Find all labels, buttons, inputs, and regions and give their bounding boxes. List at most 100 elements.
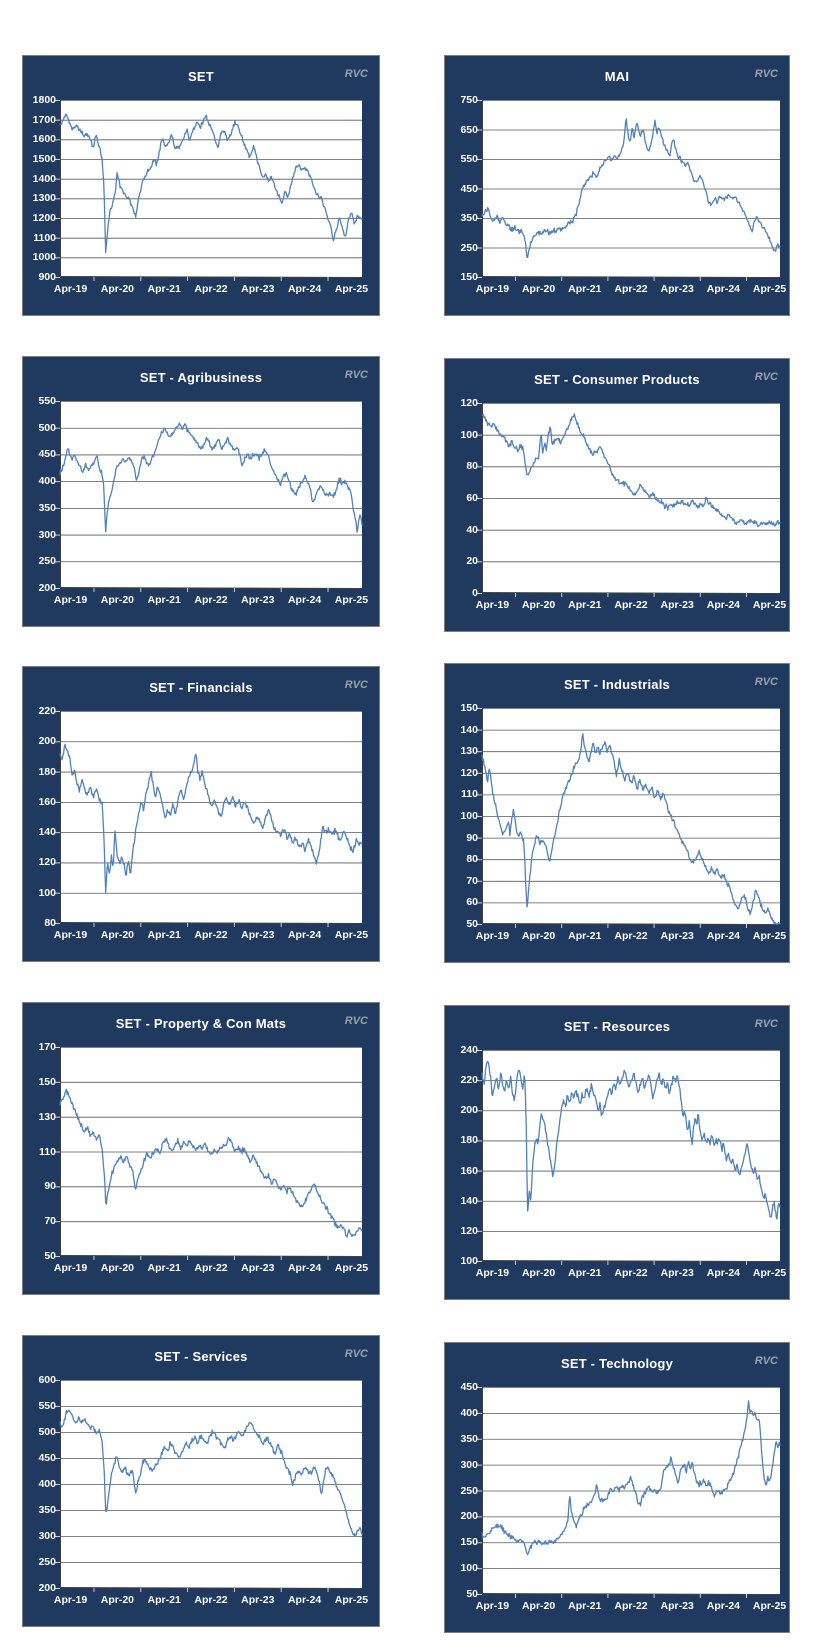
x-axis-label: Apr-23 <box>241 283 275 295</box>
chart-title: SET - Services <box>154 1349 248 1364</box>
chart-panel-consumer-products: SET - Consumer Products RVC 0 20 40 60 80 100… <box>444 358 790 632</box>
y-axis-label: 250 <box>460 1484 478 1497</box>
x-axis-label: Apr-24 <box>706 599 740 611</box>
y-axis-label: 100 <box>38 886 56 899</box>
y-axis-label: 1300 <box>32 192 56 205</box>
y-axis-label: 250 <box>38 555 56 568</box>
rvc-watermark: RVC <box>754 68 778 80</box>
y-axis-label: 180 <box>460 1134 478 1147</box>
x-axis-label: Apr-24 <box>706 1600 740 1612</box>
x-axis-label: Apr-20 <box>100 929 134 941</box>
y-axis-label: 1200 <box>32 212 56 224</box>
x-axis-label: Apr-23 <box>241 929 275 941</box>
x-axis-line <box>481 1593 781 1595</box>
chart-title: SET <box>188 69 214 84</box>
y-axis-label: 150 <box>460 271 478 283</box>
chart-panel-industrials: SET - Industrials RVC 50 60 70 80 90 100 110 12… <box>444 663 790 963</box>
chart-panel-technology: SET - Technology RVC 50 100 150 200 250 300 35… <box>444 1342 790 1633</box>
price-line <box>481 1060 781 1220</box>
y-axis-label: 400 <box>38 475 56 488</box>
x-axis-label: Apr-21 <box>147 1262 181 1274</box>
x-axis-label: Apr-19 <box>53 283 88 295</box>
y-axis-label: 40 <box>466 523 478 536</box>
chart-title: SET - Technology <box>560 1356 674 1371</box>
x-axis-line <box>59 587 363 589</box>
y-axis-label: 100 <box>460 1562 478 1575</box>
x-axis-label: Apr-20 <box>100 1594 134 1606</box>
price-line <box>59 743 363 893</box>
y-axis-label: 140 <box>38 826 56 839</box>
y-axis-label: 1000 <box>32 251 56 264</box>
y-axis-label: 350 <box>38 501 56 514</box>
x-axis-label: Apr-25 <box>752 930 787 942</box>
price-line <box>481 118 781 259</box>
x-axis-label: Apr-23 <box>660 1600 694 1612</box>
y-axis-label: 650 <box>460 123 478 136</box>
y-axis-label: 300 <box>38 1530 56 1542</box>
chart-title: SET - Property & Con Mats <box>115 1016 287 1031</box>
y-axis-label: 70 <box>466 874 478 887</box>
x-axis-line <box>481 276 781 278</box>
y-axis-label: 450 <box>38 1452 56 1464</box>
plot-area <box>55 1047 363 1260</box>
y-axis-label: 60 <box>466 492 478 504</box>
x-axis-label: Apr-19 <box>53 929 88 941</box>
chart-title: SET - Agribusiness <box>139 370 263 385</box>
x-axis-label: Apr-22 <box>194 1594 228 1606</box>
price-line <box>59 422 363 533</box>
y-axis-label: 500 <box>38 421 56 434</box>
plot-area <box>477 708 781 928</box>
y-axis-label: 300 <box>38 528 56 541</box>
y-axis-label: 160 <box>38 795 56 808</box>
rvc-watermark: RVC <box>754 371 778 383</box>
x-axis-line <box>481 1260 781 1262</box>
x-axis-label: Apr-23 <box>241 1262 275 1274</box>
x-axis-label: Apr-24 <box>287 1594 322 1606</box>
plot-area <box>477 1387 781 1598</box>
chart-title: MAI <box>604 69 630 84</box>
x-axis-label: Apr-24 <box>287 929 322 941</box>
y-axis-label: 550 <box>460 153 478 165</box>
chart-panel-mai: MAI RVC 150 250 350 450 550 650 750 Apr-19 Apr-2… <box>444 55 790 316</box>
plot-area <box>477 1050 781 1265</box>
x-axis-label: Apr-22 <box>194 283 228 295</box>
y-axis-label: 160 <box>460 1164 478 1177</box>
price-line <box>481 733 781 925</box>
plot-area <box>55 1380 363 1592</box>
x-axis-label: Apr-23 <box>660 1267 694 1279</box>
chart-canvas <box>55 1380 363 1592</box>
y-axis-label: 170 <box>38 1041 56 1053</box>
chart-panel-agribusiness: SET - Agribusiness RVC 200 250 300 350 400 45… <box>22 356 380 627</box>
y-axis-label: 550 <box>38 395 56 407</box>
plot-area <box>55 711 363 927</box>
x-axis-label: Apr-24 <box>287 283 322 295</box>
chart-canvas <box>477 1387 781 1598</box>
y-axis-label: 150 <box>38 1075 56 1088</box>
chart-canvas <box>477 708 781 928</box>
x-axis-label: Apr-21 <box>568 1267 602 1279</box>
x-axis-label: Apr-22 <box>194 929 228 941</box>
chart-panel-property-con-mats: SET - Property & Con Mats RVC 50 70 90 110 1… <box>22 1002 380 1295</box>
rvc-watermark: RVC <box>344 1015 368 1027</box>
x-axis-label: Apr-21 <box>147 1594 181 1606</box>
x-axis-label: Apr-24 <box>706 1267 740 1279</box>
x-axis-label: Apr-19 <box>53 1262 88 1274</box>
y-axis-label: 200 <box>460 1510 478 1523</box>
x-axis-label: Apr-25 <box>334 929 369 941</box>
plot-area <box>55 401 363 592</box>
x-axis-line <box>481 592 781 594</box>
x-axis-label: Apr-21 <box>147 594 181 606</box>
x-axis-label: Apr-20 <box>521 599 556 611</box>
rvc-watermark: RVC <box>754 676 778 688</box>
x-axis-line <box>59 276 363 278</box>
y-axis-label: 1100 <box>33 231 56 244</box>
chart-canvas <box>55 401 363 592</box>
y-axis-label: 200 <box>38 582 56 594</box>
chart-panel-resources: SET - Resources RVC 100 120 140 160 180 200 22… <box>444 1005 790 1300</box>
x-axis-label: Apr-20 <box>100 1262 134 1274</box>
y-axis-label: 150 <box>460 1536 478 1549</box>
x-axis-label: Apr-20 <box>100 594 134 606</box>
y-axis-label: 120 <box>460 766 478 779</box>
y-axis-label: 80 <box>466 853 478 866</box>
y-axis-label: 80 <box>466 460 478 473</box>
